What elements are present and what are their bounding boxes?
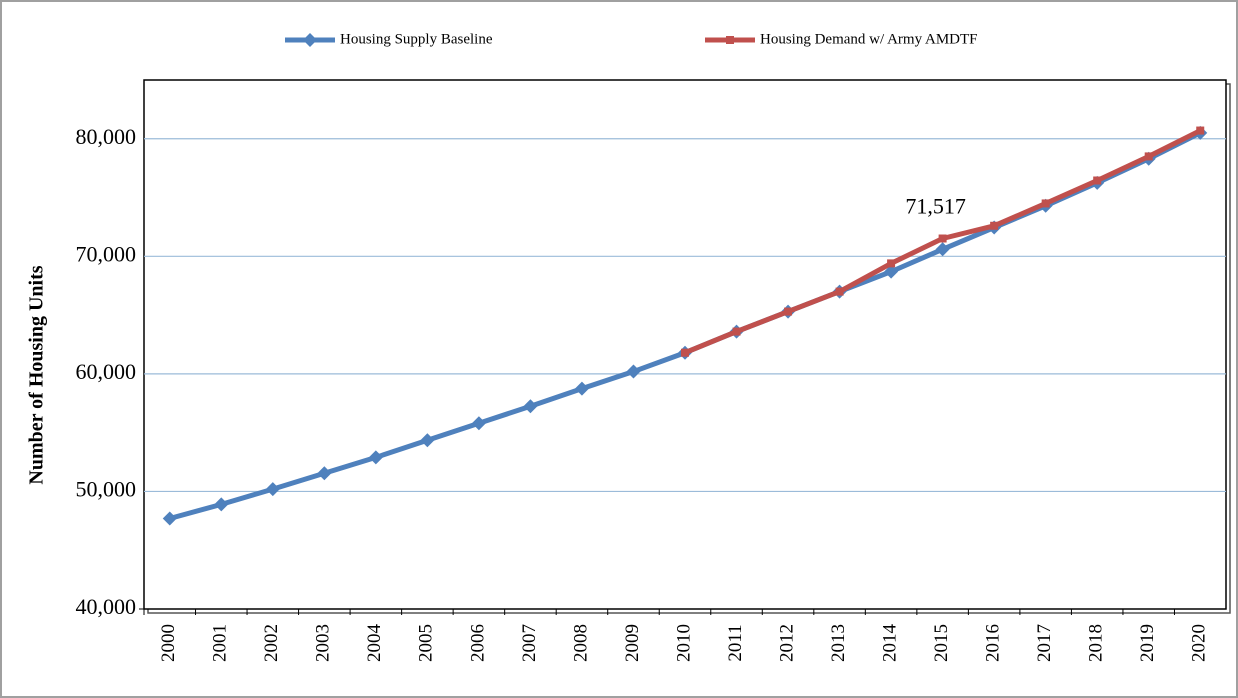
point-marker xyxy=(681,348,689,357)
point-marker xyxy=(784,307,793,316)
x-tick-label: 2016 xyxy=(983,624,1004,662)
x-tick-label: 2020 xyxy=(1189,624,1210,662)
y-tick-label: 70,000 xyxy=(76,241,137,266)
legend-label: Housing Supply Baseline xyxy=(340,31,493,47)
y-tick-label: 50,000 xyxy=(76,476,137,501)
y-tick-label: 60,000 xyxy=(76,359,137,384)
x-tick-label: 2005 xyxy=(416,624,437,662)
point-marker xyxy=(162,511,177,526)
point-marker xyxy=(265,482,280,497)
y-axis-label: Number of Housing Units xyxy=(26,265,48,484)
point-marker xyxy=(574,381,589,396)
x-tick-label: 2006 xyxy=(467,624,488,662)
data-label: 71,517 xyxy=(905,194,966,219)
point-marker xyxy=(1041,199,1050,208)
x-tick-label: 2000 xyxy=(158,624,179,662)
legend-marker xyxy=(726,36,734,44)
x-tick-label: 2013 xyxy=(828,624,849,662)
point-marker xyxy=(887,259,896,268)
legend-marker xyxy=(303,33,317,47)
x-tick-label: 2002 xyxy=(261,624,282,662)
x-tick-label: 2008 xyxy=(570,624,591,662)
x-tick-label: 2001 xyxy=(210,624,231,662)
point-marker xyxy=(523,399,538,414)
x-tick-label: 2018 xyxy=(1086,624,1107,662)
x-tick-label: 2011 xyxy=(725,624,746,661)
legend-label: Housing Demand w/ Army AMDTF xyxy=(760,31,978,47)
x-tick-label: 2014 xyxy=(879,624,900,663)
point-marker xyxy=(835,287,844,296)
point-marker xyxy=(732,327,741,336)
point-marker xyxy=(626,364,641,379)
x-tick-label: 2007 xyxy=(519,624,540,662)
point-marker xyxy=(368,450,383,465)
x-tick-label: 2017 xyxy=(1034,624,1055,662)
y-tick-label: 80,000 xyxy=(76,124,137,149)
x-tick-label: 2003 xyxy=(313,624,334,662)
point-marker xyxy=(935,242,950,257)
point-marker xyxy=(1093,176,1102,185)
point-marker xyxy=(420,433,435,448)
x-tick-label: 2010 xyxy=(673,624,694,662)
x-tick-label: 2009 xyxy=(622,624,643,662)
y-tick-label: 40,000 xyxy=(76,594,137,619)
point-marker xyxy=(990,221,999,230)
point-marker xyxy=(214,497,229,512)
x-tick-label: 2004 xyxy=(364,624,385,663)
point-marker xyxy=(1144,152,1153,161)
x-tick-label: 2015 xyxy=(931,624,952,662)
point-marker xyxy=(938,234,947,243)
x-tick-label: 2019 xyxy=(1137,624,1158,662)
plot-area xyxy=(143,79,1227,610)
point-marker xyxy=(317,466,332,481)
x-tick-label: 2012 xyxy=(776,624,797,662)
point-marker xyxy=(471,416,486,431)
point-marker xyxy=(1196,126,1205,135)
